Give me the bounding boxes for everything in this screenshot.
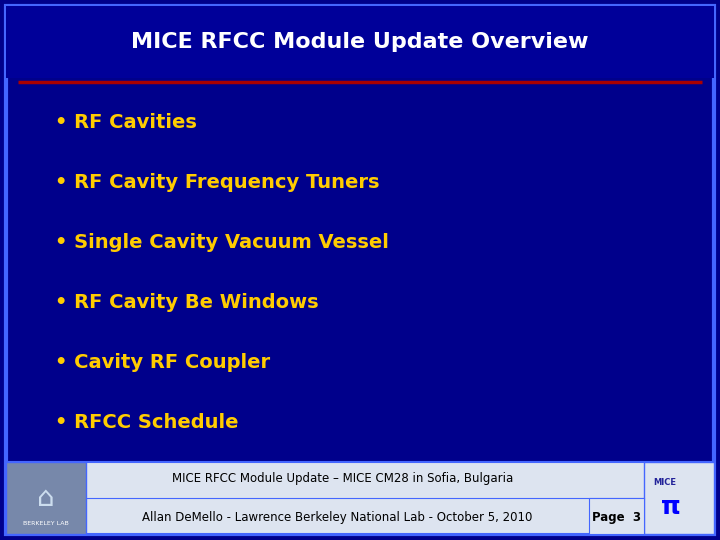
- Text: π: π: [661, 495, 680, 518]
- Text: • Cavity RF Coupler: • Cavity RF Coupler: [55, 353, 270, 372]
- Text: MICE: MICE: [654, 478, 677, 487]
- Text: Allan DeMello - Lawrence Berkeley National Lab - October 5, 2010: Allan DeMello - Lawrence Berkeley Nation…: [143, 511, 533, 524]
- Bar: [6, 6, 714, 78]
- Text: • RF Cavity Frequency Tuners: • RF Cavity Frequency Tuners: [55, 172, 379, 192]
- Bar: [6, 462, 714, 534]
- Text: MICE RFCC Module Update – MICE CM28 in Sofia, Bulgaria: MICE RFCC Module Update – MICE CM28 in S…: [172, 472, 513, 485]
- Text: • RF Cavities: • RF Cavities: [55, 112, 197, 132]
- Bar: [589, 498, 644, 534]
- Text: BERKELEY LAB: BERKELEY LAB: [23, 521, 69, 526]
- Text: • Single Cavity Vacuum Vessel: • Single Cavity Vacuum Vessel: [55, 233, 389, 252]
- Bar: [644, 462, 714, 534]
- Text: • RFCC Schedule: • RFCC Schedule: [55, 413, 238, 431]
- Text: Page  3: Page 3: [592, 511, 641, 524]
- Bar: [6, 462, 86, 534]
- Text: • RF Cavity Be Windows: • RF Cavity Be Windows: [55, 293, 319, 312]
- Text: MICE RFCC Module Update Overview: MICE RFCC Module Update Overview: [131, 32, 589, 52]
- Text: ⌂: ⌂: [37, 484, 55, 512]
